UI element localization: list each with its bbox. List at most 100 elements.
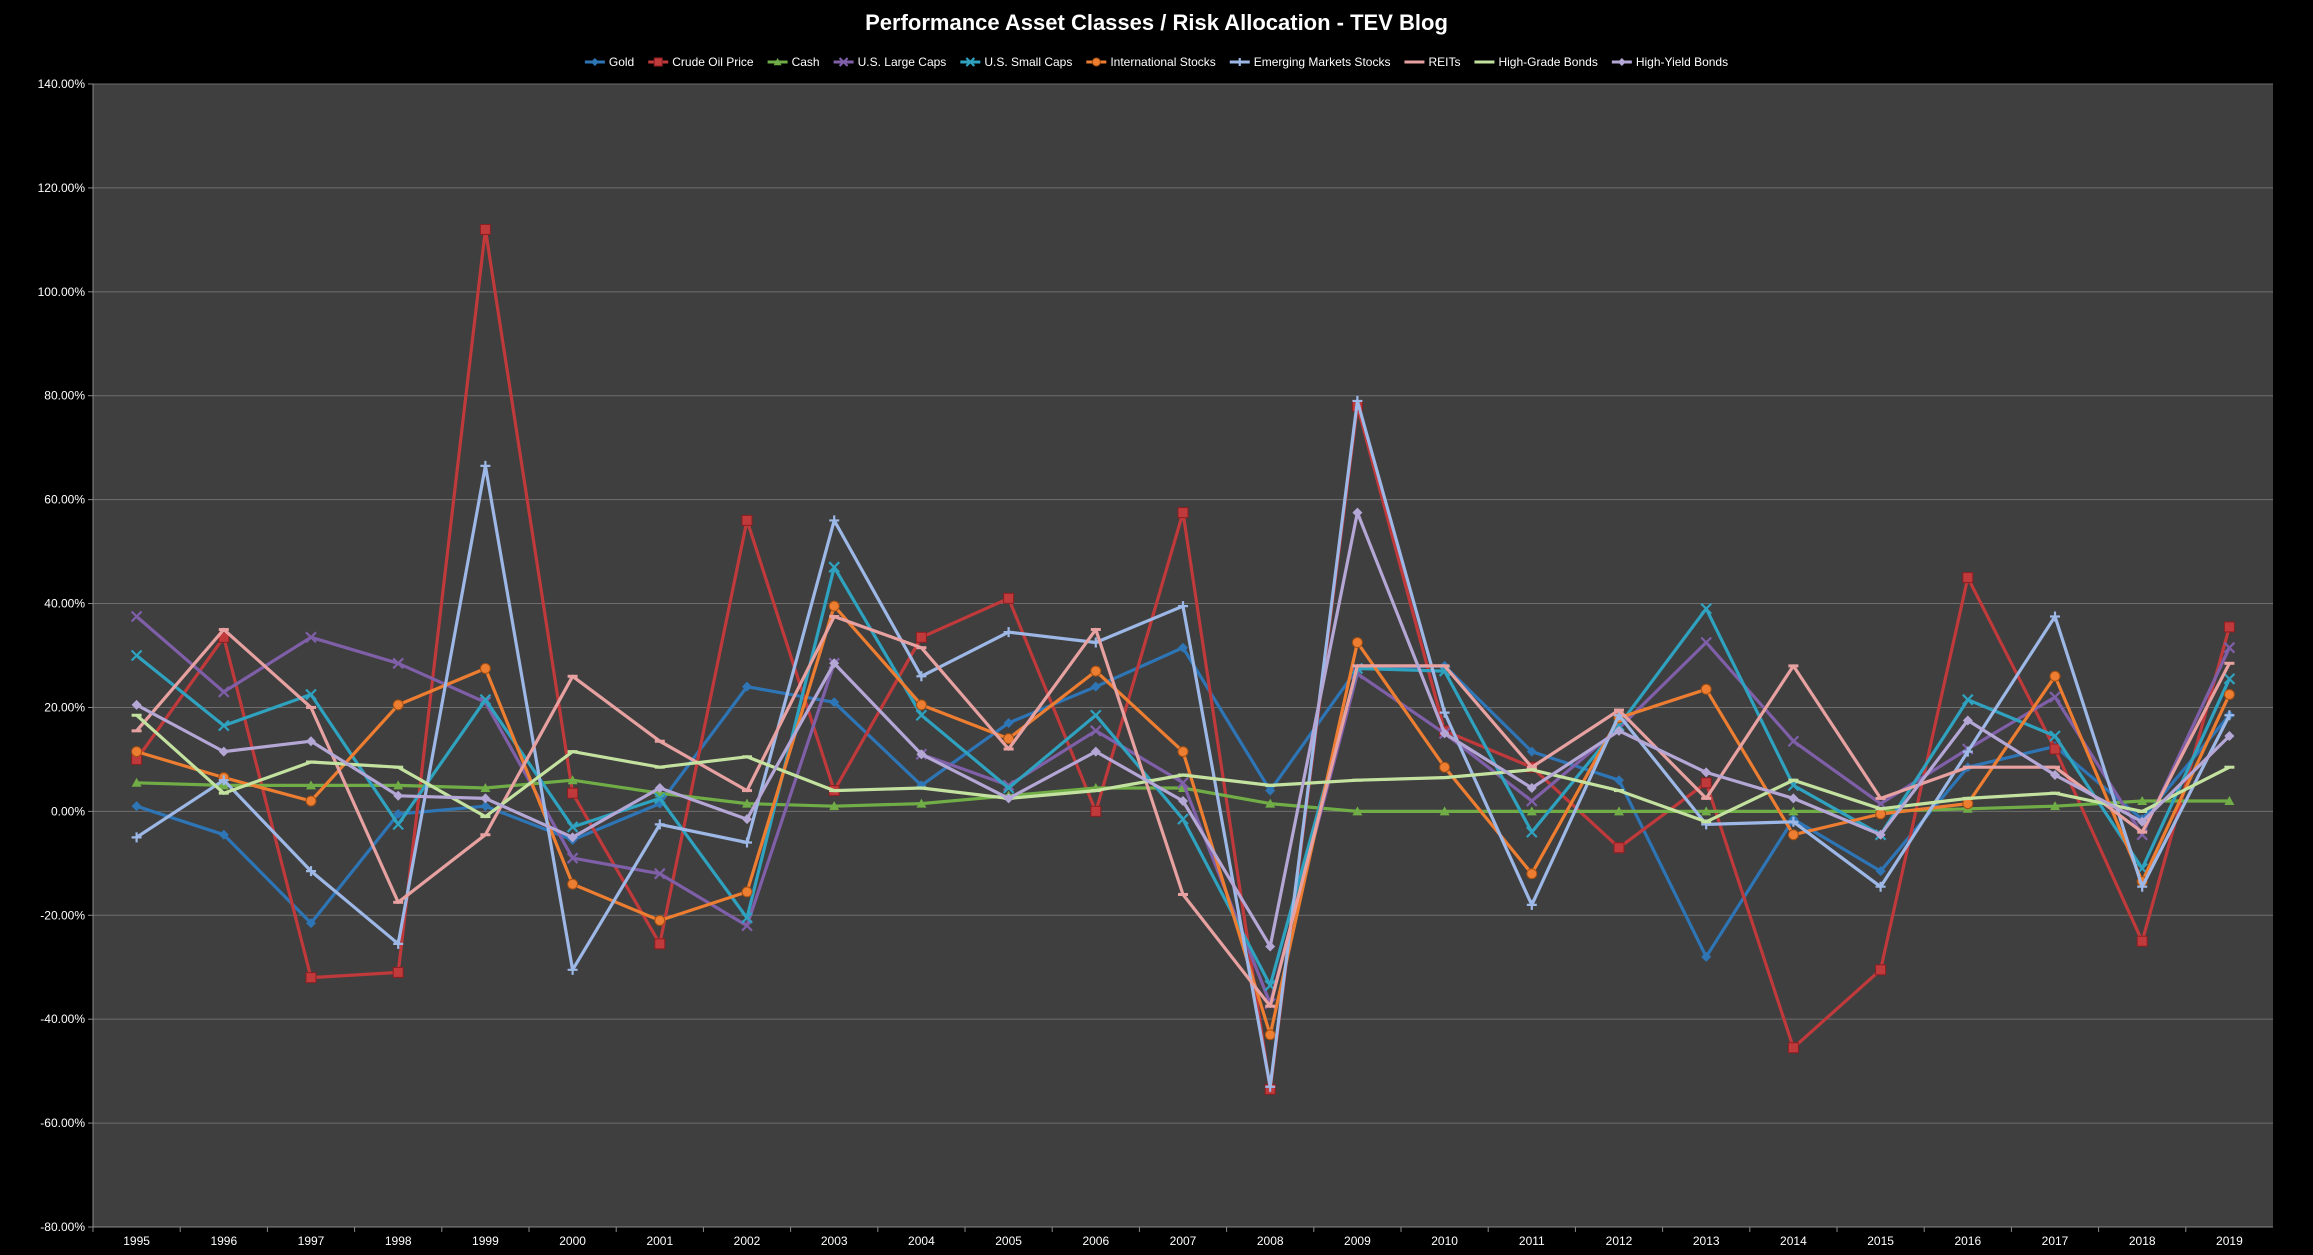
- x-tick-label: 2013: [1693, 1234, 1720, 1248]
- legend-marker: [1235, 58, 1244, 66]
- series-gold: [131, 642, 2235, 962]
- y-tick-label: 120.00%: [38, 181, 86, 195]
- data-point-crude-oil-price: [741, 514, 753, 526]
- legend: Gold Crude Oil Price Cash U.S. Large Caps U.…: [584, 55, 1728, 69]
- data-point-reits: [1003, 747, 1014, 751]
- data-point-reits: [829, 615, 840, 619]
- data-point-high-yield-bonds: [916, 749, 927, 760]
- data-point-gold: [1265, 785, 1276, 796]
- data-point-cash: [742, 798, 752, 808]
- data-point-u-s-small-caps: [392, 818, 404, 831]
- data-point-high-yield-bonds: [1701, 767, 1712, 778]
- data-point-reits: [1352, 664, 1363, 668]
- data-point-emerging-markets-stocks: [131, 832, 142, 843]
- legend-label: U.S. Large Caps: [858, 55, 947, 69]
- data-point-emerging-markets-stocks: [1003, 627, 1014, 638]
- legend-item-reits: REITs: [1404, 55, 1460, 69]
- data-point-u-s-large-caps: [2223, 641, 2236, 654]
- legend-item-cash: Cash: [767, 55, 820, 69]
- data-point-crude-oil-price: [1787, 1042, 1799, 1054]
- y-tick-label: -40.00%: [40, 1012, 85, 1026]
- data-point-crude-oil-price: [2223, 621, 2235, 633]
- series-emerging-markets-stocks: [131, 395, 2235, 1092]
- data-point-cash: [1439, 806, 1450, 816]
- data-point-u-s-small-caps: [1002, 782, 1015, 794]
- data-point-u-s-small-caps: [479, 693, 492, 706]
- y-tick-label: 140.00%: [38, 77, 86, 91]
- data-point-reits: [2224, 661, 2235, 665]
- data-point-u-s-small-caps: [915, 709, 928, 722]
- data-point-emerging-markets-stocks: [306, 866, 316, 877]
- data-point-emerging-markets-stocks: [742, 837, 752, 848]
- data-point-emerging-markets-stocks: [829, 515, 840, 526]
- data-point-crude-oil-price: [1090, 805, 1102, 817]
- data-point-emerging-markets-stocks: [2137, 881, 2148, 892]
- data-point-u-s-large-caps: [392, 657, 404, 670]
- data-point-reits: [567, 674, 578, 678]
- data-point-international-stocks: [1090, 665, 1102, 677]
- x-tick-label: 2009: [1344, 1234, 1371, 1248]
- series-lines: [130, 223, 2236, 1095]
- data-point-high-grade-bonds: [1526, 768, 1537, 772]
- data-point-high-yield-bonds: [1265, 941, 1276, 952]
- legend-marker: [965, 57, 976, 67]
- data-point-high-grade-bonds: [1701, 820, 1712, 824]
- legend-label: REITs: [1428, 55, 1460, 69]
- data-point-high-yield-bonds: [1439, 728, 1450, 739]
- legend-item-emerging-markets-stocks: Emerging Markets Stocks: [1229, 55, 1390, 69]
- data-point-gold: [1090, 681, 1101, 692]
- legend-marker: [590, 58, 599, 66]
- data-point-reits: [2050, 765, 2060, 769]
- legend-label: Gold: [609, 55, 634, 69]
- y-tick-label: -20.00%: [40, 908, 85, 922]
- legend-marker: [1091, 57, 1101, 67]
- data-point-international-stocks: [479, 662, 491, 674]
- y-tick-label: 20.00%: [44, 700, 85, 714]
- legend-label: International Stocks: [1110, 55, 1215, 69]
- data-point-gold: [480, 801, 491, 812]
- data-point-emerging-markets-stocks: [1439, 707, 1450, 718]
- legend-marker: [1480, 60, 1489, 64]
- x-tick-label: 2008: [1257, 1234, 1284, 1248]
- x-tick-label: 1996: [210, 1234, 237, 1248]
- x-tick-label: 2007: [1170, 1234, 1197, 1248]
- data-point-u-s-small-caps: [1090, 709, 1102, 722]
- data-point-international-stocks: [1177, 746, 1189, 758]
- data-point-high-yield-bonds: [1788, 793, 1799, 804]
- x-tick-label: 1998: [385, 1234, 412, 1248]
- data-point-emerging-markets-stocks: [1962, 746, 1973, 757]
- data-point-emerging-markets-stocks: [1352, 395, 1363, 406]
- data-point-u-s-small-caps: [828, 561, 840, 573]
- data-point-emerging-markets-stocks: [480, 460, 491, 471]
- x-tick-label: 1999: [472, 1234, 499, 1248]
- data-point-u-s-large-caps: [2049, 691, 2061, 703]
- data-point-high-grade-bonds: [916, 786, 927, 790]
- x-tick-label: 2017: [2042, 1234, 2069, 1248]
- data-point-high-grade-bonds: [1178, 773, 1188, 777]
- data-point-high-yield-bonds: [1178, 795, 1188, 806]
- data-point-international-stocks: [567, 878, 579, 890]
- y-tick-label: 80.00%: [44, 389, 85, 403]
- data-point-international-stocks: [131, 746, 143, 758]
- data-point-cash: [480, 782, 491, 792]
- data-point-reits: [916, 646, 927, 650]
- data-point-reits: [1526, 765, 1537, 769]
- data-point-high-grade-bonds: [2050, 791, 2060, 795]
- data-point-u-s-large-caps: [305, 631, 317, 644]
- data-point-u-s-large-caps: [130, 610, 143, 623]
- data-point-international-stocks: [1439, 761, 1451, 773]
- data-point-high-yield-bonds: [1962, 715, 1973, 726]
- data-point-high-grade-bonds: [393, 765, 404, 769]
- data-point-high-grade-bonds: [829, 789, 840, 793]
- data-point-high-grade-bonds: [567, 750, 578, 754]
- data-point-international-stocks: [1264, 1029, 1276, 1041]
- data-point-u-s-small-caps: [2223, 673, 2236, 685]
- data-point-crude-oil-price: [2049, 743, 2061, 755]
- data-point-cash: [829, 801, 840, 811]
- legend-item-high-grade-bonds: High-Grade Bonds: [1474, 55, 1598, 69]
- legend-marker: [773, 58, 782, 66]
- data-point-emerging-markets-stocks: [1788, 816, 1799, 827]
- data-point-international-stocks: [915, 699, 927, 711]
- series-high-yield-bonds: [131, 507, 2235, 952]
- x-axis-ticks: 1995 1996 1997 1998 1999 2000 2001 2002 2003 2004…: [92, 1226, 2273, 1248]
